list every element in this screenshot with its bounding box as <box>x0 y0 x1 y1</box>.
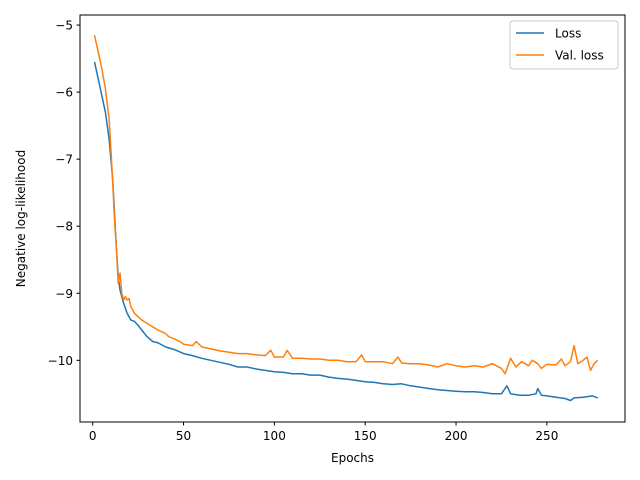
y-tick-label: −8 <box>55 220 73 234</box>
x-tick-label: 50 <box>176 429 191 443</box>
x-axis-label: Epochs <box>331 451 374 465</box>
y-tick-label: −7 <box>55 153 73 167</box>
y-axis-label: Negative log-likelihood <box>14 150 28 287</box>
y-tick-label: −6 <box>55 86 73 100</box>
x-axis: 0 50 100 150 200 250 <box>89 422 558 443</box>
series-line-loss <box>93 61 599 402</box>
x-tick-label: 200 <box>445 429 468 443</box>
x-tick-label: 100 <box>263 429 286 443</box>
axes-frame <box>79 14 626 423</box>
y-tick-label: −5 <box>55 19 73 33</box>
x-tick-label: 150 <box>354 429 377 443</box>
y-tick-label: −9 <box>55 287 73 301</box>
legend: Loss Val. loss <box>509 20 619 70</box>
legend-label-val-loss: Val. loss <box>555 49 604 63</box>
y-axis: −5 −6 −7 −8 −9 −10 <box>48 19 80 368</box>
x-tick-label: 250 <box>535 429 558 443</box>
y-tick-label: −10 <box>48 354 73 368</box>
x-tick-label: 0 <box>89 429 97 443</box>
legend-label-loss: Loss <box>555 27 581 41</box>
plot-area <box>93 34 599 402</box>
series-line-val-loss <box>93 34 599 375</box>
